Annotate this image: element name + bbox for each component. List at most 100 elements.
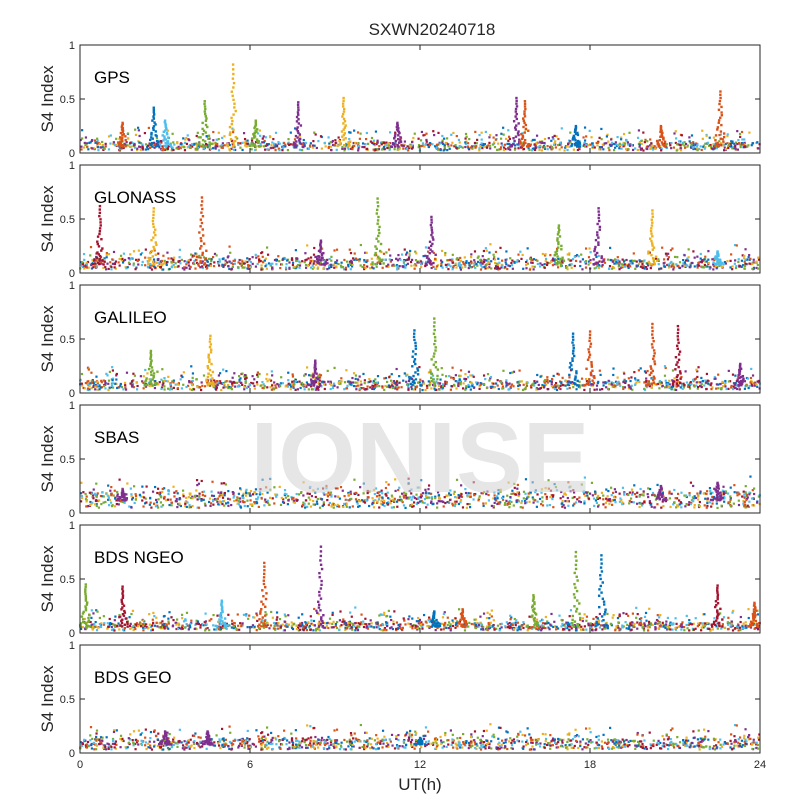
data-point	[703, 258, 706, 261]
data-point	[494, 250, 498, 254]
data-point	[374, 499, 377, 502]
data-point	[219, 145, 222, 148]
data-point	[587, 383, 590, 386]
data-point	[484, 247, 487, 250]
data-point	[350, 261, 353, 264]
data-point	[694, 377, 698, 380]
data-point	[378, 260, 381, 263]
data-point	[386, 146, 389, 150]
data-point	[482, 374, 486, 377]
data-point	[219, 372, 222, 375]
data-point	[86, 260, 90, 264]
data-point	[481, 266, 484, 269]
data-point	[359, 380, 363, 383]
data-point	[530, 139, 533, 143]
data-point	[692, 147, 695, 151]
data-point	[415, 386, 418, 389]
data-point	[134, 146, 137, 149]
data-point	[596, 263, 599, 266]
data-point	[516, 381, 519, 384]
data-point	[667, 263, 670, 266]
data-point	[733, 142, 736, 145]
data-point	[712, 148, 715, 151]
data-point	[494, 138, 497, 141]
data-point	[631, 262, 634, 265]
data-point	[469, 380, 472, 384]
data-point	[451, 141, 454, 144]
data-point	[366, 259, 369, 262]
data-point	[451, 258, 454, 261]
data-point	[566, 380, 569, 383]
data-point	[756, 385, 759, 388]
data-point	[679, 140, 682, 143]
data-point	[525, 263, 528, 267]
data-point	[517, 144, 520, 147]
data-point	[238, 380, 241, 383]
data-point	[162, 268, 165, 271]
data-point	[745, 263, 748, 266]
data-point	[736, 378, 739, 381]
data-point	[350, 147, 353, 150]
data-point	[280, 263, 284, 266]
data-point	[403, 372, 406, 375]
data-point	[414, 341, 417, 345]
data-point	[699, 260, 702, 263]
data-point	[98, 204, 102, 208]
spike	[371, 197, 385, 266]
data-point	[589, 371, 593, 374]
spike	[143, 349, 158, 387]
data-point	[203, 112, 207, 116]
data-point	[227, 386, 230, 389]
data-point	[492, 253, 495, 256]
data-point	[306, 505, 309, 508]
data-point	[90, 139, 93, 143]
data-point	[366, 142, 370, 145]
data-point	[313, 144, 316, 147]
data-point	[217, 374, 221, 377]
data-point	[286, 383, 289, 386]
data-point	[266, 253, 270, 256]
data-point	[430, 263, 433, 266]
data-point	[112, 141, 115, 144]
data-point	[591, 146, 594, 150]
data-point	[155, 243, 158, 247]
data-point	[81, 137, 84, 140]
data-point	[374, 262, 377, 266]
data-point	[137, 129, 140, 132]
data-point	[618, 147, 621, 150]
data-point	[570, 364, 573, 367]
data-point	[209, 147, 212, 150]
data-point	[165, 263, 168, 267]
data-point	[340, 261, 343, 264]
data-point	[330, 255, 333, 258]
data-point	[679, 149, 683, 152]
data-point	[330, 141, 334, 144]
data-point	[95, 266, 98, 269]
data-point	[464, 141, 467, 144]
data-point	[352, 257, 355, 260]
data-point	[567, 504, 570, 507]
data-point	[731, 373, 735, 376]
data-point	[479, 258, 482, 262]
data-point	[486, 267, 489, 270]
data-point	[443, 384, 446, 388]
data-point	[403, 258, 406, 262]
data-point	[208, 340, 212, 343]
data-point	[741, 374, 745, 378]
data-point	[732, 147, 735, 150]
data-point	[214, 143, 218, 146]
data-point	[233, 372, 236, 375]
data-point	[536, 493, 539, 496]
data-point	[105, 252, 108, 255]
data-point	[413, 329, 416, 332]
data-point	[518, 369, 521, 372]
data-point	[495, 262, 498, 265]
data-point	[199, 218, 203, 221]
data-point	[739, 362, 742, 366]
data-point	[255, 381, 259, 384]
data-point	[84, 143, 87, 147]
data-point	[301, 145, 304, 148]
data-point	[659, 124, 663, 128]
data-point	[115, 378, 118, 381]
data-point	[550, 260, 553, 263]
